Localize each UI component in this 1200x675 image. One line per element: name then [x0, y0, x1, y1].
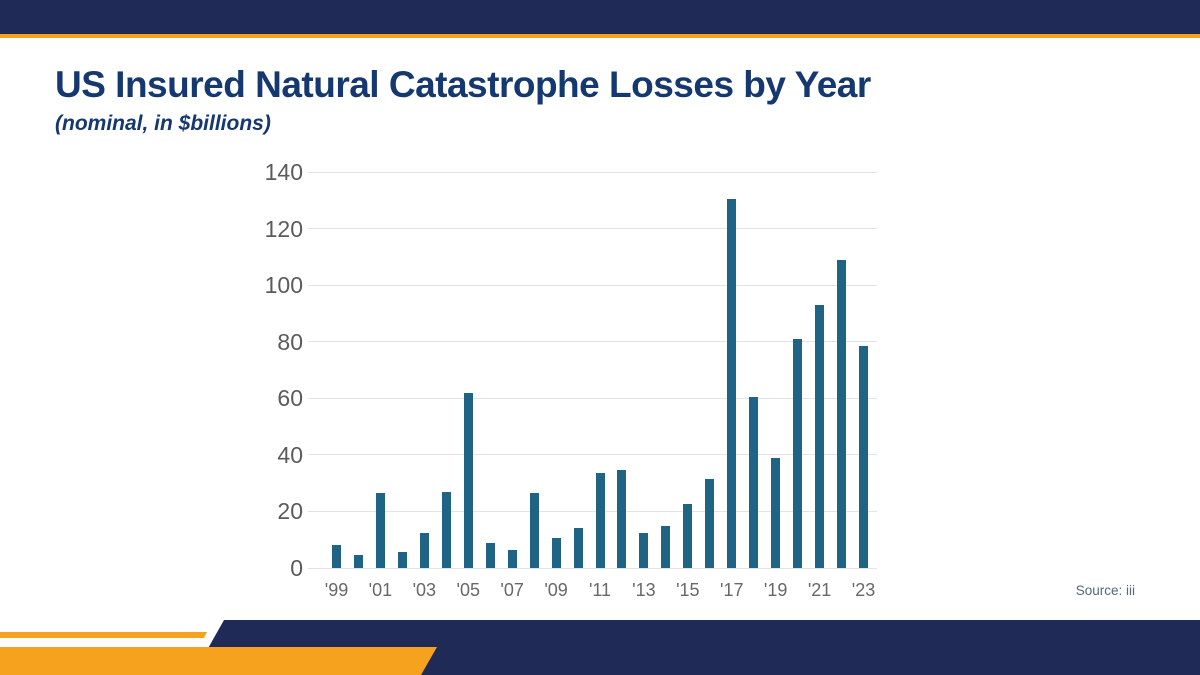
bar-yr99: [332, 544, 341, 568]
footer-orange-stripe: [0, 632, 207, 638]
gridline-y-20: [308, 510, 877, 512]
bar-yr01: [375, 493, 385, 568]
y-axis-tick-label: 20: [277, 498, 303, 525]
bar-yr10: [573, 528, 583, 568]
bar-yr08: [529, 493, 539, 568]
x-axis-tick-label: '07: [500, 580, 524, 600]
bar-yr09: [551, 538, 561, 568]
gridline-y-120: [308, 228, 877, 230]
header-navy-band: [0, 0, 1200, 34]
y-axis-tick-label: 0: [290, 555, 303, 581]
y-axis-tick-label: 60: [277, 385, 303, 412]
gridline-y-140: [308, 171, 877, 173]
bar-yr07: [507, 549, 517, 568]
page-subtitle: (nominal, in $billions): [55, 112, 271, 135]
header-orange-rule: [0, 34, 1200, 38]
x-axis-tick-label: '05: [456, 580, 480, 600]
y-axis-tick-label: 140: [264, 159, 303, 185]
bar-yr14: [661, 525, 671, 568]
x-axis-tick-label: '23: [851, 580, 876, 600]
gridline-y-100: [308, 284, 877, 286]
bar-yr22: [837, 259, 847, 568]
footer-orange-band: [0, 647, 437, 675]
y-axis-tick-label: 80: [277, 328, 303, 355]
bar-yr12: [617, 470, 627, 568]
source-label: Source: iii: [1075, 583, 1135, 598]
page-title: US Insured Natural Catastrophe Losses by…: [55, 64, 871, 105]
bar-yr19: [771, 457, 781, 568]
x-axis-tick-label: '03: [412, 580, 437, 600]
bar-yr06: [485, 542, 495, 568]
gridline-y-40: [308, 454, 877, 456]
y-axis-tick-label: 120: [264, 215, 303, 242]
x-axis-tick-label: '13: [632, 580, 656, 600]
bar-yr05: [463, 392, 473, 568]
bar-yr02: [397, 552, 407, 568]
x-axis-tick-label: '17: [720, 580, 744, 600]
gridline-y-60: [308, 397, 877, 399]
bar-yr20: [793, 338, 803, 568]
y-axis-tick-label: 100: [264, 272, 303, 299]
x-axis-tick-label: '01: [368, 580, 393, 600]
gridline-y-0: [308, 567, 877, 569]
bar-yr23: [859, 345, 868, 568]
x-axis-tick-label: '99: [324, 580, 349, 600]
x-axis-tick-label: '19: [763, 580, 788, 600]
x-axis-tick-label: '09: [544, 580, 568, 600]
gridline-y-80: [308, 341, 877, 343]
bar-yr00: [353, 555, 363, 568]
bar-yr15: [683, 504, 693, 568]
y-axis-tick-label: 40: [277, 441, 303, 468]
bar-yr13: [639, 532, 649, 568]
x-axis-tick-label: '15: [676, 580, 700, 600]
bar-yr17: [727, 198, 737, 568]
x-axis-tick-label: '11: [588, 580, 612, 600]
bar-yr04: [441, 491, 451, 568]
bar-yr16: [705, 478, 715, 568]
x-axis-tick-label: '21: [807, 580, 832, 600]
bar-yr21: [815, 304, 825, 568]
bar-yr11: [595, 473, 605, 568]
bar-yr18: [749, 396, 759, 568]
bar-yr03: [419, 532, 429, 568]
